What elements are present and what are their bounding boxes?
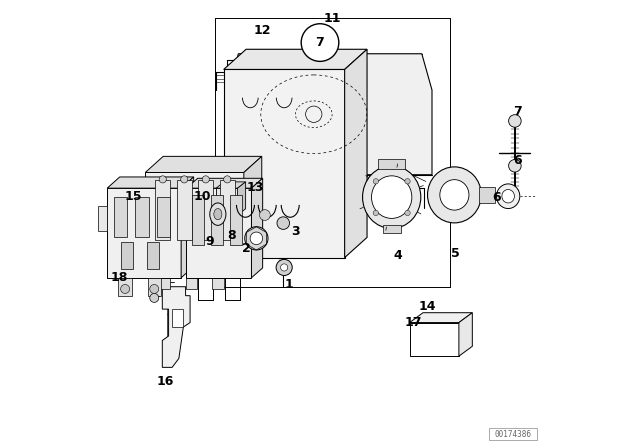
Circle shape bbox=[277, 217, 289, 229]
Polygon shape bbox=[216, 188, 237, 215]
Polygon shape bbox=[244, 156, 262, 271]
Polygon shape bbox=[186, 271, 196, 289]
Ellipse shape bbox=[210, 203, 226, 225]
Polygon shape bbox=[216, 182, 246, 188]
Polygon shape bbox=[118, 278, 132, 296]
Polygon shape bbox=[159, 271, 170, 289]
Text: 7: 7 bbox=[316, 36, 324, 49]
Text: 15: 15 bbox=[124, 190, 142, 203]
Bar bbox=[192, 195, 204, 245]
Text: 9: 9 bbox=[205, 234, 214, 248]
Text: 2: 2 bbox=[242, 242, 250, 255]
Text: 6: 6 bbox=[513, 154, 522, 167]
Text: 8: 8 bbox=[227, 228, 236, 242]
Polygon shape bbox=[107, 177, 194, 188]
Bar bbox=[230, 195, 242, 245]
Text: 1: 1 bbox=[284, 278, 293, 291]
Polygon shape bbox=[410, 313, 472, 323]
Circle shape bbox=[250, 232, 262, 245]
Bar bbox=[120, 242, 133, 269]
Polygon shape bbox=[459, 313, 472, 356]
Ellipse shape bbox=[371, 176, 412, 218]
Text: 16: 16 bbox=[157, 375, 174, 388]
Polygon shape bbox=[107, 188, 181, 278]
Text: 4: 4 bbox=[393, 249, 402, 262]
Polygon shape bbox=[212, 271, 224, 289]
Circle shape bbox=[202, 176, 209, 183]
Text: 14: 14 bbox=[419, 300, 436, 314]
Ellipse shape bbox=[440, 180, 469, 210]
Polygon shape bbox=[237, 182, 246, 215]
Text: 00174386: 00174386 bbox=[494, 430, 531, 439]
Polygon shape bbox=[145, 172, 244, 271]
Text: 11: 11 bbox=[323, 12, 341, 26]
Bar bbox=[378, 159, 405, 169]
Polygon shape bbox=[98, 206, 107, 231]
Bar bbox=[136, 197, 149, 237]
Bar bbox=[198, 181, 213, 240]
Bar bbox=[490, 428, 537, 440]
Circle shape bbox=[373, 210, 378, 215]
Circle shape bbox=[405, 210, 410, 215]
Text: 12: 12 bbox=[254, 24, 271, 37]
Polygon shape bbox=[113, 240, 127, 264]
Circle shape bbox=[150, 293, 159, 302]
Bar bbox=[114, 197, 127, 237]
Text: 3: 3 bbox=[291, 225, 300, 238]
Ellipse shape bbox=[428, 167, 481, 223]
Polygon shape bbox=[147, 278, 161, 296]
Ellipse shape bbox=[502, 190, 515, 203]
Circle shape bbox=[260, 210, 270, 220]
Bar bbox=[172, 309, 183, 327]
Bar bbox=[177, 181, 192, 240]
Circle shape bbox=[224, 176, 231, 183]
Circle shape bbox=[280, 264, 288, 271]
Bar bbox=[220, 181, 235, 240]
Polygon shape bbox=[344, 49, 367, 258]
Text: 6: 6 bbox=[493, 190, 501, 204]
Circle shape bbox=[159, 176, 166, 183]
Text: 7: 7 bbox=[513, 104, 522, 118]
Text: 10: 10 bbox=[193, 190, 211, 203]
Circle shape bbox=[150, 284, 159, 293]
Polygon shape bbox=[145, 156, 262, 172]
Text: 18: 18 bbox=[111, 271, 128, 284]
Polygon shape bbox=[163, 287, 190, 367]
Text: 17: 17 bbox=[404, 316, 422, 329]
Circle shape bbox=[120, 284, 129, 293]
Bar bbox=[211, 195, 223, 245]
Polygon shape bbox=[181, 177, 194, 278]
Circle shape bbox=[509, 115, 521, 127]
Circle shape bbox=[373, 179, 378, 184]
Polygon shape bbox=[252, 178, 262, 278]
Bar bbox=[155, 181, 170, 240]
Bar bbox=[383, 225, 401, 233]
Polygon shape bbox=[186, 188, 252, 278]
Circle shape bbox=[244, 227, 268, 250]
Ellipse shape bbox=[497, 184, 520, 209]
Polygon shape bbox=[223, 69, 344, 258]
Polygon shape bbox=[410, 323, 459, 356]
Ellipse shape bbox=[362, 166, 421, 228]
Polygon shape bbox=[223, 49, 367, 69]
Polygon shape bbox=[186, 178, 262, 188]
Circle shape bbox=[509, 159, 521, 172]
Bar bbox=[157, 197, 170, 237]
Text: 13: 13 bbox=[246, 181, 264, 194]
Ellipse shape bbox=[214, 208, 222, 220]
Bar bbox=[147, 242, 159, 269]
Circle shape bbox=[301, 24, 339, 61]
Text: 5: 5 bbox=[451, 246, 460, 260]
Bar bbox=[479, 187, 495, 203]
Polygon shape bbox=[228, 54, 432, 175]
Circle shape bbox=[180, 176, 188, 183]
Circle shape bbox=[276, 259, 292, 276]
Circle shape bbox=[405, 179, 410, 184]
